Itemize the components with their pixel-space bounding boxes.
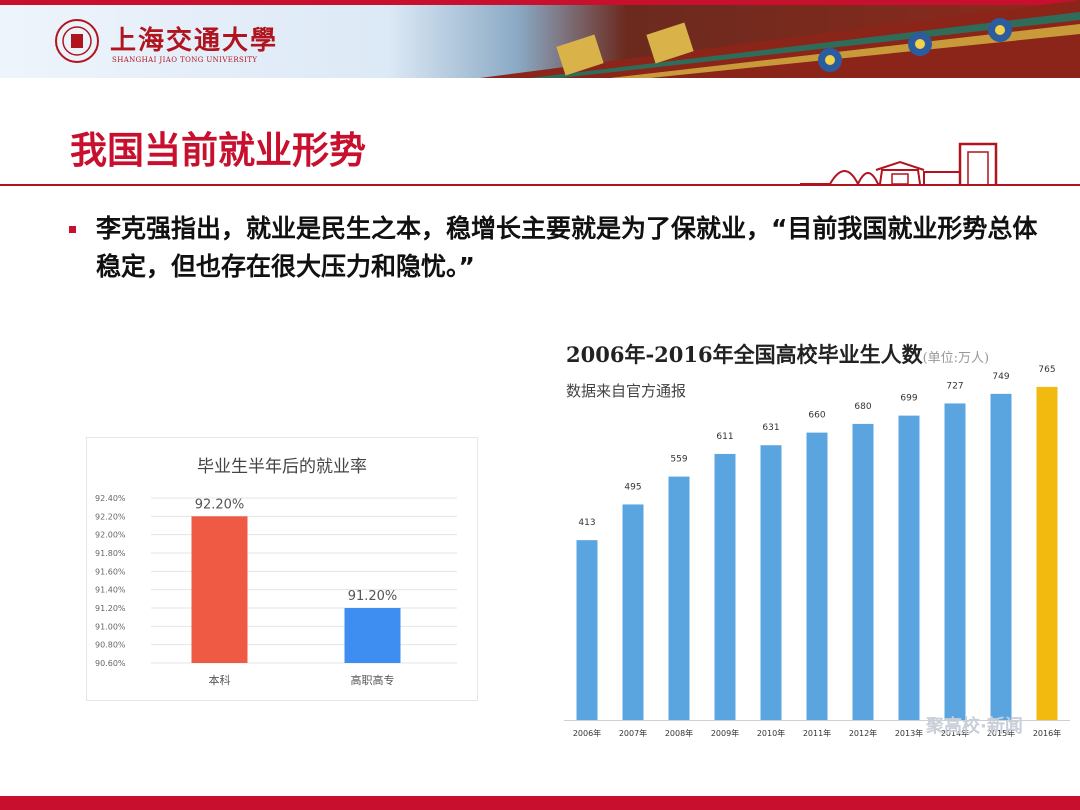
chart1-ytick-label: 91.20% [95,604,126,613]
slide-title: 我国当前就业形势 [70,129,366,172]
chart1-bar [191,516,248,663]
chart2-bar [576,540,598,720]
campus-skyline-icon [800,142,998,187]
banner-top-line [0,0,1080,5]
bullet-marker [69,226,76,233]
chart1-ytick-label: 92.20% [95,512,126,521]
chart1-data-label: 91.20% [348,589,398,604]
university-name-cn: 上海交通大學 [110,26,279,56]
chart2-data-label: 699 [900,394,917,404]
chart2-category-label: 2006年 [573,728,601,738]
chart2-title-unit: (单位:万人) [923,351,990,366]
chart1-ytick-label: 90.60% [95,659,126,668]
chart2-bar [760,445,782,720]
watermark: 聚高校·新闻 [926,716,1023,737]
chart2-category-label: 2014年 [941,728,969,738]
chart1-ytick-label: 92.00% [95,531,126,540]
chart2-data-label: 727 [946,381,963,391]
chart2-data-label: 765 [1038,365,1055,375]
chart2-data-label: 631 [762,423,779,433]
chart2-category-label: 2012年 [849,728,877,738]
chart2-category-label: 2016年 [1033,728,1061,738]
chart2-data-label: 559 [670,455,687,465]
graduates-count-chart-svg: 2006年-2016年全国高校毕业生人数(单位:万人) 数据来自官方通报 413 20… [564,342,1070,738]
chart2-title: 2006年-2016年全国高校毕业生人数(单位:万人) [566,342,989,367]
chart1-category-label: 本科 [209,673,231,687]
chart2-data-label: 680 [854,402,871,412]
chart1-ytick-label: 90.80% [95,641,126,650]
chart2-bar [806,432,828,720]
chart2-data-label: 495 [624,482,641,492]
chart2-category-label: 2008年 [665,728,693,738]
chart2-bar [622,504,644,720]
chart2-data-label: 660 [808,411,825,421]
chart2-category-label: 2015年 [987,728,1015,738]
chart1-ytick-label: 91.00% [95,622,126,631]
university-name-en: SHANGHAI JIAO TONG UNIVERSITY [112,56,258,64]
header-banner: 上海交通大學 SHANGHAI JIAO TONG UNIVERSITY [0,0,1080,78]
chart2-bar [852,423,874,720]
chart1-ytick-label: 91.80% [95,549,126,558]
chart2-bar [944,403,966,720]
chart2-category-label: 2013年 [895,728,923,738]
employment-rate-chart-svg: 毕业生半年后的就业率 92.40% 92.20% 92.00% 91.80% 91.60%… [95,457,457,687]
chart2-bar [990,393,1012,720]
university-seal-logo [55,19,99,63]
chart2-category-label: 2011年 [803,728,831,738]
footer-bar [0,796,1080,810]
chart2-category-label: 2007年 [619,728,647,738]
title-divider [0,184,1080,186]
chart1-category-label: 高职高专 [351,673,395,687]
chart2-subtitle: 数据来自官方通报 [566,382,686,400]
chart1-ytick-label: 92.40% [95,494,126,503]
chart2-bar [714,453,736,720]
employment-rate-chart: 毕业生半年后的就业率 92.40% 92.20% 92.00% 91.80% 91.60%… [86,437,478,701]
temple-eaves-image [480,0,1080,78]
graduates-count-chart: 2006年-2016年全国高校毕业生人数(单位:万人) 数据来自官方通报 413 20… [558,328,1080,748]
chart1-ytick-label: 91.40% [95,586,126,595]
chart1-bar [344,608,401,663]
chart2-category-label: 2009年 [711,728,739,738]
bullet-text: 李克强指出，就业是民生之本，稳增长主要就是为了保就业，“目前我国就业形势总体稳定… [96,214,1038,281]
chart1-ytick-label: 91.60% [95,567,126,576]
chart1-data-label: 92.20% [195,497,245,512]
chart2-data-label: 749 [992,372,1009,382]
chart2-bar [1036,386,1058,720]
chart2-category-label: 2010年 [757,728,785,738]
chart2-data-label: 413 [578,518,595,528]
chart2-bar [668,476,690,720]
chart1-title: 毕业生半年后的就业率 [197,457,367,477]
chart2-data-label: 611 [716,432,733,442]
chart2-bar [898,415,920,720]
